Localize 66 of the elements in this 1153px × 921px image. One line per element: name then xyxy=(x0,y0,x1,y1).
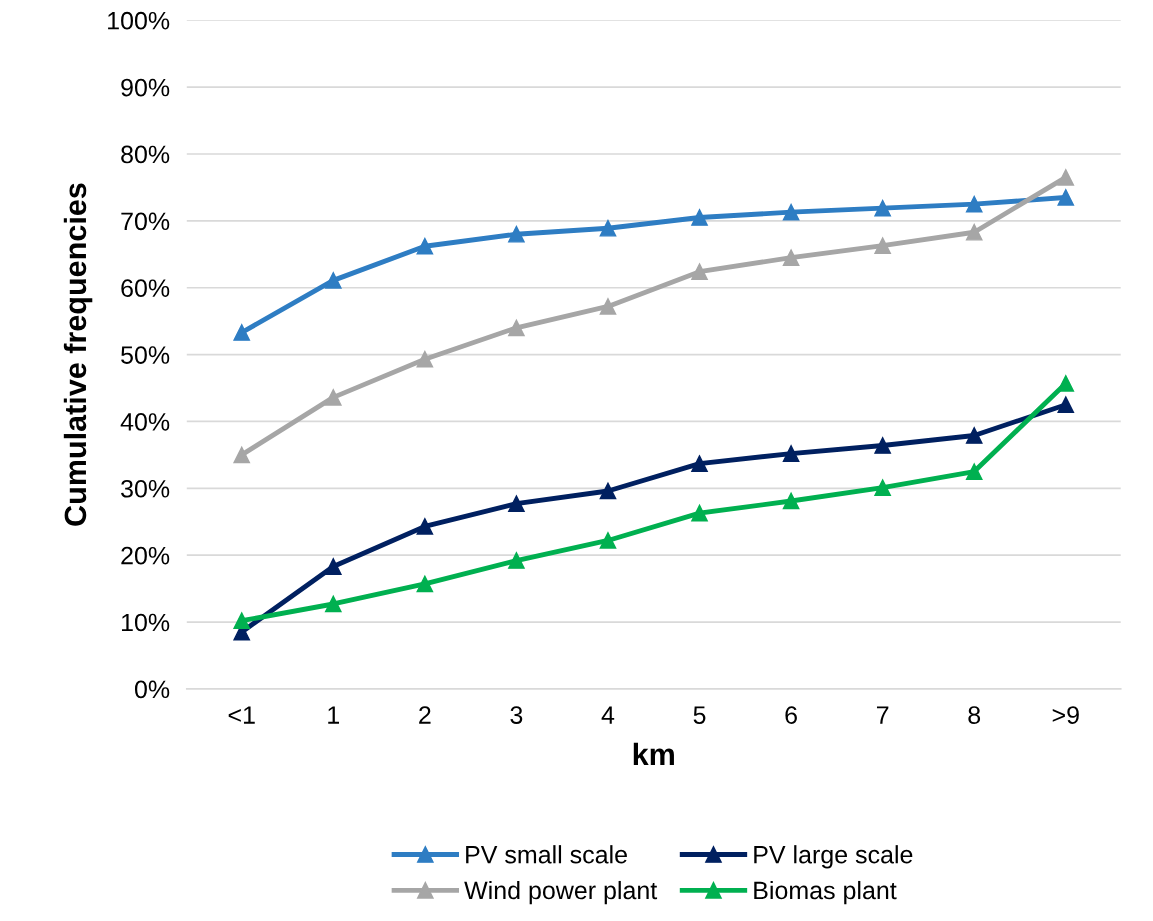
y-tick-label: 10% xyxy=(121,613,170,632)
point xyxy=(416,518,434,535)
x-axis-title: km xyxy=(633,742,674,765)
point xyxy=(782,445,800,462)
y-tick-label: 60% xyxy=(121,279,170,298)
y-tick-label: 100% xyxy=(108,11,170,30)
point xyxy=(233,324,251,341)
x-tick-label: 6 xyxy=(785,706,797,724)
y-tick-label: 40% xyxy=(120,413,170,431)
point xyxy=(691,263,708,281)
y-tick-label: 90% xyxy=(121,78,170,97)
point xyxy=(691,209,708,226)
x-tick-label: 4 xyxy=(601,706,615,724)
point xyxy=(508,225,525,243)
point xyxy=(965,463,983,480)
point xyxy=(599,219,617,237)
point xyxy=(691,504,708,522)
point xyxy=(874,437,891,454)
point xyxy=(782,492,800,510)
point xyxy=(416,575,434,593)
point xyxy=(508,319,525,337)
point xyxy=(1057,189,1075,206)
point xyxy=(324,389,342,406)
point xyxy=(965,427,983,444)
point xyxy=(874,237,891,254)
x-tick-label: <1 xyxy=(228,706,255,724)
legend-label: PV small scale xyxy=(466,845,627,864)
y-axis-title: Cumulative frequencies xyxy=(63,183,93,526)
point xyxy=(508,552,525,569)
point xyxy=(965,195,983,213)
point xyxy=(508,495,525,513)
point xyxy=(233,612,251,630)
x-tick-label: >9 xyxy=(1052,706,1079,724)
x-tick-label: 1 xyxy=(328,706,340,724)
legend-label: PV large scale xyxy=(754,845,913,869)
y-tick-label: 30% xyxy=(121,479,170,498)
point xyxy=(965,223,983,241)
y-tick-label: 50% xyxy=(121,346,170,364)
y-tick-label: 80% xyxy=(121,145,170,164)
point xyxy=(416,350,434,368)
point xyxy=(599,298,617,315)
point xyxy=(1057,375,1075,392)
point xyxy=(324,558,342,575)
point xyxy=(691,455,708,472)
legend-label: Biomas plant xyxy=(754,880,897,905)
point xyxy=(1057,396,1075,414)
x-tick-label: 8 xyxy=(968,706,981,724)
point xyxy=(599,482,617,500)
point xyxy=(599,532,617,549)
legend-label: Wind power plant xyxy=(464,880,658,905)
point xyxy=(324,595,342,613)
y-tick-label: 70% xyxy=(121,212,170,231)
point xyxy=(874,479,891,496)
x-tick-label: 5 xyxy=(693,706,706,724)
point xyxy=(874,199,891,217)
point xyxy=(233,446,251,464)
point xyxy=(782,203,800,221)
x-tick-label: 7 xyxy=(876,706,889,724)
x-tick-label: 2 xyxy=(419,706,431,724)
y-tick-label: 0% xyxy=(134,680,170,699)
y-tick-label: 20% xyxy=(121,546,170,565)
point xyxy=(1057,169,1075,186)
x-tick-label: 3 xyxy=(510,706,523,724)
point xyxy=(782,249,800,266)
point xyxy=(324,272,342,289)
point xyxy=(416,237,434,255)
